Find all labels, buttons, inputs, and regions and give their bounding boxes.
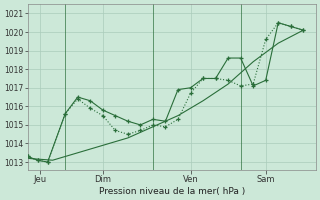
- X-axis label: Pression niveau de la mer( hPa ): Pression niveau de la mer( hPa ): [99, 187, 245, 196]
